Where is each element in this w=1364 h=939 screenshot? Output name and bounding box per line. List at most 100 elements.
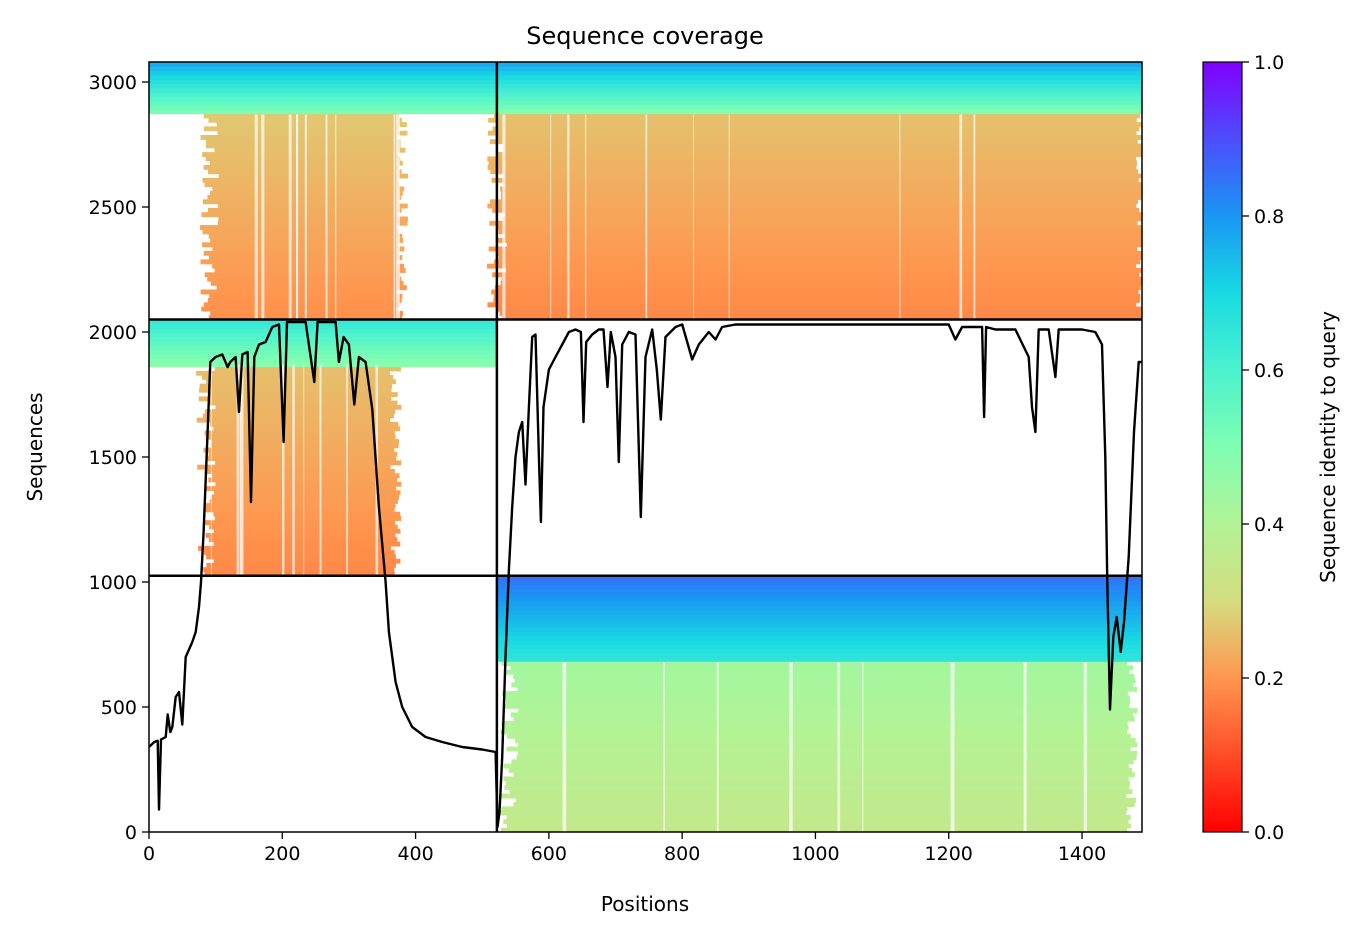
heatmap-row — [208, 451, 398, 457]
heatmap-row — [489, 220, 1138, 226]
heatmap-row — [487, 156, 1137, 162]
y-tick-label: 1000 — [89, 572, 137, 594]
heatmap-row — [503, 763, 1129, 769]
heatmap-row — [517, 686, 1138, 692]
heatmap-row — [149, 100, 497, 106]
heatmap-row — [496, 605, 1142, 611]
heatmap-row — [496, 92, 1142, 97]
y-tick-label: 0 — [125, 822, 137, 844]
heatmap-row — [498, 306, 1142, 312]
heatmap-row — [513, 716, 1135, 722]
heatmap-row — [215, 460, 402, 466]
heatmap-row — [490, 199, 1138, 205]
heatmap-row — [201, 375, 394, 380]
heatmap-row — [200, 225, 397, 230]
heatmap-row — [504, 182, 1142, 188]
heatmap-row — [203, 113, 400, 119]
gap-streak — [1083, 662, 1087, 832]
heatmap-row — [496, 584, 1142, 590]
heatmap-row — [502, 216, 1142, 222]
heatmap-row — [498, 229, 1142, 235]
colorbar-tick-label: 1.0 — [1254, 52, 1284, 74]
heatmap-row — [213, 558, 401, 564]
colorbar-tick-label: 0.4 — [1254, 514, 1284, 536]
heatmap-row — [492, 207, 1140, 213]
heatmap-row — [510, 712, 1134, 718]
heatmap-row — [510, 665, 1134, 671]
x-axis-label: Positions — [601, 892, 689, 916]
heatmap-row — [205, 156, 401, 162]
y-tick-label: 2000 — [89, 322, 137, 344]
heatmap-row — [501, 721, 1128, 726]
colorbar-tick-label: 0.0 — [1254, 822, 1284, 844]
heatmap-row — [492, 126, 1140, 132]
heatmap-row — [149, 328, 497, 333]
heatmap-row — [491, 289, 1139, 295]
heatmap-row — [204, 272, 400, 278]
heatmap-row — [496, 652, 1142, 658]
heatmap-row — [511, 759, 1134, 765]
heatmap-row — [149, 70, 497, 76]
heatmap-row — [496, 597, 1142, 602]
heatmap-row — [496, 575, 1142, 581]
heatmap-row — [217, 130, 408, 136]
heatmap-row — [213, 426, 401, 432]
heatmap-row — [496, 656, 1142, 662]
gap-streak — [837, 662, 841, 832]
heatmap-row — [494, 113, 1141, 119]
heatmap-row — [501, 195, 1142, 200]
heatmap-row — [496, 87, 1142, 93]
heatmap-row — [496, 100, 1142, 106]
heatmap-row — [494, 293, 1141, 299]
heatmap-row — [212, 473, 400, 479]
heatmap-row — [149, 66, 497, 72]
x-axis-ticks: 0 200 400 600 800 1000 1200 1400 — [143, 832, 1106, 865]
gap-streak — [282, 364, 285, 576]
gap-streak — [236, 364, 239, 576]
heatmap-row — [496, 83, 1142, 89]
gap-streak — [950, 662, 955, 832]
heatmap-row — [205, 533, 396, 538]
heatmap-row — [215, 404, 402, 410]
gap-streak — [585, 114, 587, 320]
gap-streak — [862, 662, 864, 832]
heatmap-row — [203, 413, 394, 419]
heatmap-row — [216, 285, 407, 291]
gap-streak — [396, 114, 400, 320]
heatmap-row — [216, 122, 407, 127]
heatmap-row — [213, 511, 401, 517]
heatmap-row — [199, 383, 392, 389]
heatmap-row — [214, 268, 406, 273]
heatmap-row — [211, 439, 399, 444]
y-tick-label: 3000 — [89, 72, 137, 94]
heatmap-row — [218, 216, 408, 222]
chart-title: Sequence coverage — [526, 22, 763, 50]
heatmap-row — [487, 165, 1137, 170]
heatmap-row — [204, 520, 396, 526]
heatmap-row — [505, 699, 1131, 705]
heatmap-row — [204, 182, 400, 188]
gap-streak — [502, 114, 506, 320]
heatmap-row — [213, 541, 401, 547]
heatmap-row — [496, 614, 1142, 620]
heatmap-row — [202, 242, 399, 248]
heatmap-row — [205, 503, 396, 508]
heatmap-row — [488, 117, 1137, 123]
heatmap-row — [496, 66, 1142, 72]
heatmap-row — [496, 644, 1142, 649]
heatmap-row — [497, 152, 1142, 157]
heatmap-row — [200, 289, 398, 295]
heatmap-row — [198, 396, 392, 402]
x-tick-label: 400 — [397, 843, 433, 865]
heatmap-row — [496, 588, 1142, 594]
heatmap-row — [149, 336, 497, 342]
gap-streak — [899, 114, 901, 320]
heatmap-row — [149, 362, 497, 368]
heatmap-row — [516, 755, 1137, 760]
heatmap-row — [206, 139, 401, 145]
heatmap-row — [491, 177, 1139, 183]
heatmap-row — [208, 537, 398, 543]
heatmap-row — [499, 810, 1127, 816]
gap-streak — [789, 662, 793, 832]
heatmap-row — [205, 409, 396, 415]
